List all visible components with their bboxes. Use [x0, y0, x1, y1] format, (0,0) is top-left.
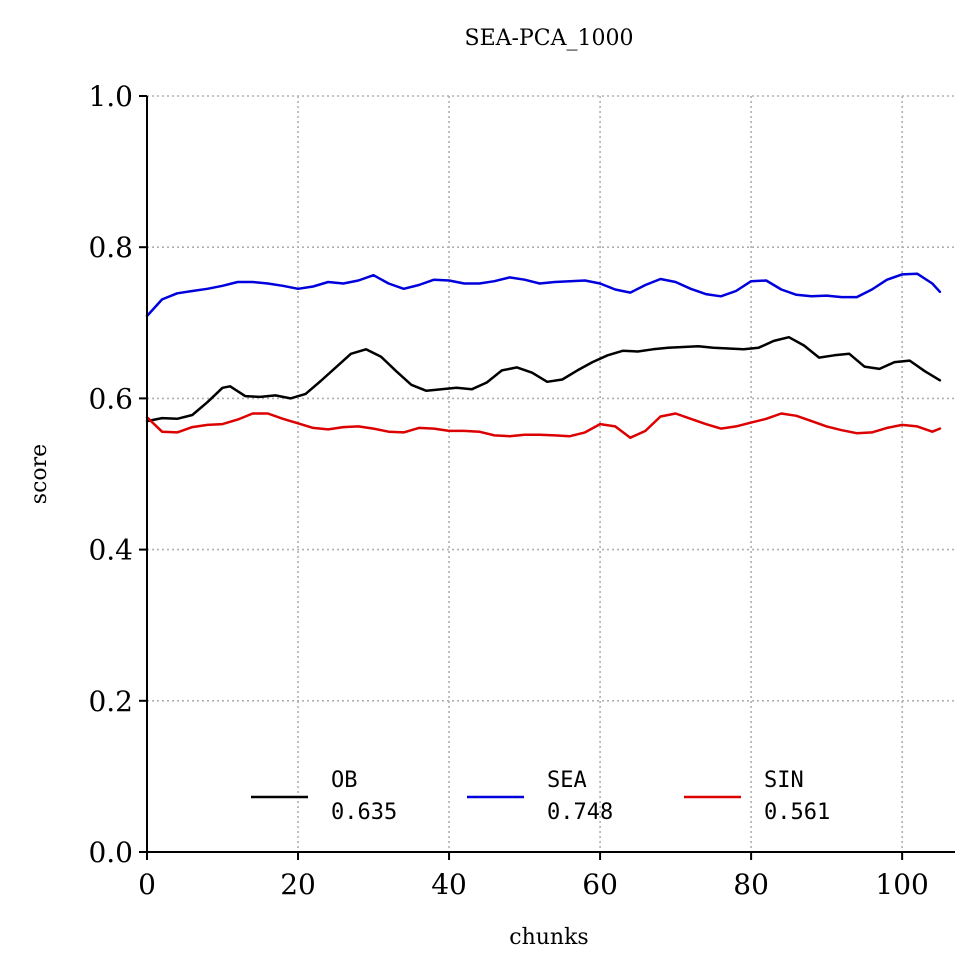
- x-tick-label: 0: [138, 868, 156, 901]
- y-tick-label: 0.0: [88, 836, 133, 869]
- legend-label-sin: SIN: [764, 768, 804, 793]
- y-tick-label: 0.8: [88, 231, 133, 264]
- series-line-sin: [145, 412, 942, 439]
- y-tick-label: 0.6: [88, 382, 133, 415]
- y-tick-label: 0.4: [88, 534, 133, 567]
- ticks: 0 20 40 60 80 100 0.0 0.2 0.4 0.6 0.8 1.0: [88, 80, 928, 901]
- legend-value-ob: 0.635: [331, 800, 397, 825]
- x-axis-label: chunks: [509, 925, 588, 950]
- series-line-ob: [145, 335, 942, 423]
- series-lines: [145, 272, 942, 439]
- x-tick-label: 60: [582, 868, 618, 901]
- axes: [146, 96, 955, 853]
- x-tick-label: 40: [431, 868, 467, 901]
- series-line-sea: [145, 272, 942, 318]
- x-tick-label: 20: [280, 868, 316, 901]
- legend-entry-ob: OB 0.635: [251, 768, 397, 825]
- chart-title: SEA-PCA_1000: [465, 26, 634, 51]
- legend-label-sea: SEA: [547, 768, 587, 793]
- legend-entry-sea: SEA 0.748: [467, 768, 613, 825]
- y-tick-label: 0.2: [88, 685, 133, 718]
- legend-entry-sin: SIN 0.561: [684, 768, 830, 825]
- y-tick-label: 1.0: [88, 80, 133, 113]
- legend-label-ob: OB: [331, 768, 358, 793]
- legend: OB 0.635 SEA 0.748 SIN 0.561: [251, 768, 830, 825]
- x-tick-label: 100: [875, 868, 928, 901]
- legend-value-sin: 0.561: [764, 800, 830, 825]
- grid: [147, 95, 955, 852]
- x-tick-label: 80: [733, 868, 769, 901]
- legend-value-sea: 0.748: [547, 800, 613, 825]
- y-axis-label: score: [27, 444, 52, 504]
